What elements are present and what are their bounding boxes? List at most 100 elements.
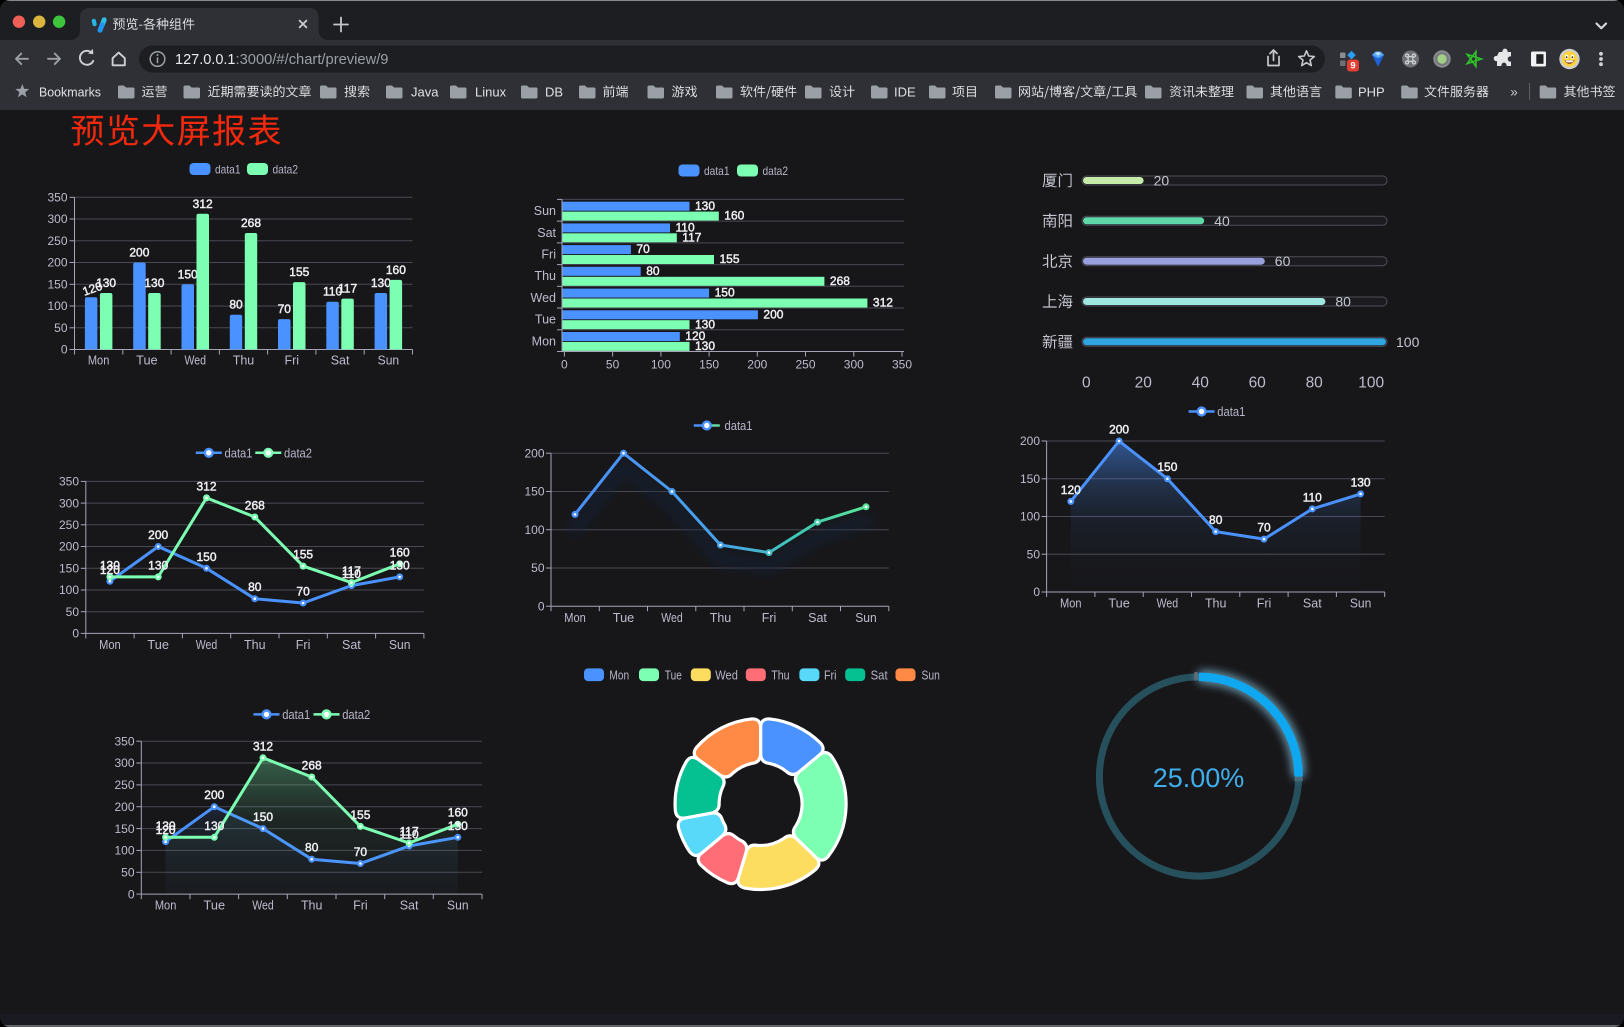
svg-text:200: 200 xyxy=(114,800,134,814)
svg-text:Tue: Tue xyxy=(136,354,158,368)
svg-text:25.00%: 25.00% xyxy=(1153,763,1245,793)
svg-text:Sat: Sat xyxy=(537,226,556,240)
svg-text:Fri: Fri xyxy=(296,638,311,652)
svg-text:data1: data1 xyxy=(704,164,730,178)
svg-text:Mon: Mon xyxy=(1060,597,1082,611)
svg-text:100: 100 xyxy=(1358,375,1384,392)
svg-text:150: 150 xyxy=(524,485,544,499)
svg-text:200: 200 xyxy=(747,357,767,371)
svg-text:200: 200 xyxy=(763,307,783,321)
svg-text:60: 60 xyxy=(1249,375,1267,392)
svg-text:Tue: Tue xyxy=(204,899,226,913)
svg-text:Fri: Fri xyxy=(824,668,837,682)
svg-text:120: 120 xyxy=(100,563,120,577)
svg-text:Sat: Sat xyxy=(400,899,419,913)
svg-text:350: 350 xyxy=(892,357,912,371)
svg-text:data1: data1 xyxy=(725,419,753,433)
svg-text:110: 110 xyxy=(323,285,342,299)
svg-text:100: 100 xyxy=(651,357,671,371)
svg-text:Tue: Tue xyxy=(613,611,635,625)
svg-text:120: 120 xyxy=(1061,483,1081,497)
svg-text:268: 268 xyxy=(830,274,850,288)
svg-text:Wed: Wed xyxy=(661,611,683,625)
svg-text:Wed: Wed xyxy=(715,668,738,682)
svg-text:120: 120 xyxy=(685,329,705,343)
svg-text:0: 0 xyxy=(61,343,68,357)
svg-text:150: 150 xyxy=(47,278,67,292)
svg-text:120: 120 xyxy=(81,279,105,299)
svg-text:Thu: Thu xyxy=(244,638,266,652)
svg-text:data2: data2 xyxy=(763,164,789,178)
svg-text:Thu: Thu xyxy=(771,668,789,682)
svg-text:40: 40 xyxy=(1192,375,1210,392)
svg-text:130: 130 xyxy=(695,199,715,213)
svg-text:200: 200 xyxy=(148,528,168,542)
svg-text:80: 80 xyxy=(248,580,262,594)
svg-text:250: 250 xyxy=(47,234,67,248)
svg-text:250: 250 xyxy=(795,357,815,371)
svg-text:Wed: Wed xyxy=(252,899,274,913)
svg-text:130: 130 xyxy=(144,276,164,290)
svg-text:Sun: Sun xyxy=(389,638,411,652)
svg-text:Mon: Mon xyxy=(99,638,121,652)
svg-text:100: 100 xyxy=(114,844,134,858)
svg-text:Thu: Thu xyxy=(301,899,323,913)
svg-text:350: 350 xyxy=(59,475,79,489)
svg-text:70: 70 xyxy=(636,242,650,256)
svg-text:130: 130 xyxy=(100,558,120,572)
svg-text:100: 100 xyxy=(1396,334,1420,350)
svg-text:160: 160 xyxy=(724,209,744,223)
svg-text:Thu: Thu xyxy=(233,354,255,368)
svg-text:Thu: Thu xyxy=(710,611,732,625)
svg-text:Wed: Wed xyxy=(184,354,206,368)
svg-text:40: 40 xyxy=(1214,213,1230,229)
svg-text:IDE: IDE xyxy=(894,84,916,99)
svg-text:Fri: Fri xyxy=(1257,597,1272,611)
svg-text:110: 110 xyxy=(342,567,361,581)
svg-text:200: 200 xyxy=(129,246,149,260)
svg-text:200: 200 xyxy=(1020,434,1040,448)
svg-text:data2: data2 xyxy=(284,446,312,460)
svg-text:80: 80 xyxy=(1306,375,1324,392)
svg-text:PHP: PHP xyxy=(1358,84,1385,99)
svg-text:Mon: Mon xyxy=(609,668,629,682)
svg-text:data2: data2 xyxy=(342,708,370,722)
svg-text:350: 350 xyxy=(47,191,67,205)
svg-text:Sat: Sat xyxy=(331,354,350,368)
svg-text:312: 312 xyxy=(196,479,216,493)
svg-text:50: 50 xyxy=(1027,548,1041,562)
svg-text:150: 150 xyxy=(196,550,216,564)
svg-text:0: 0 xyxy=(1082,375,1091,392)
svg-text:150: 150 xyxy=(114,822,134,836)
svg-text:300: 300 xyxy=(114,756,134,770)
svg-text:250: 250 xyxy=(114,778,134,792)
svg-text:150: 150 xyxy=(1020,472,1040,486)
svg-text:Sun: Sun xyxy=(922,668,940,682)
svg-text:Wed: Wed xyxy=(1157,597,1179,611)
svg-text:50: 50 xyxy=(66,605,80,619)
svg-text:160: 160 xyxy=(390,545,410,559)
svg-text:150: 150 xyxy=(699,357,719,371)
svg-text:130: 130 xyxy=(695,317,715,331)
svg-text:Mon: Mon xyxy=(564,611,586,625)
svg-text:Sun: Sun xyxy=(447,899,469,913)
svg-text:117: 117 xyxy=(342,564,361,578)
svg-text:Tue: Tue xyxy=(535,313,556,327)
svg-text:130: 130 xyxy=(148,558,168,572)
svg-text:70: 70 xyxy=(296,585,310,599)
svg-text:Fri: Fri xyxy=(541,248,556,262)
svg-text:60: 60 xyxy=(1275,253,1291,269)
svg-text:130: 130 xyxy=(96,276,116,290)
svg-text:data1: data1 xyxy=(282,708,310,722)
svg-text:160: 160 xyxy=(386,263,406,277)
svg-text:312: 312 xyxy=(193,197,213,211)
svg-text:100: 100 xyxy=(1020,510,1040,524)
svg-text:130: 130 xyxy=(448,819,468,833)
svg-text:Java: Java xyxy=(411,84,439,99)
svg-text:20: 20 xyxy=(1154,173,1170,189)
svg-text:data1: data1 xyxy=(225,446,253,460)
svg-text:200: 200 xyxy=(204,788,224,802)
svg-text:Mon: Mon xyxy=(88,354,110,368)
svg-text:117: 117 xyxy=(400,825,419,839)
svg-text:100: 100 xyxy=(47,299,67,313)
